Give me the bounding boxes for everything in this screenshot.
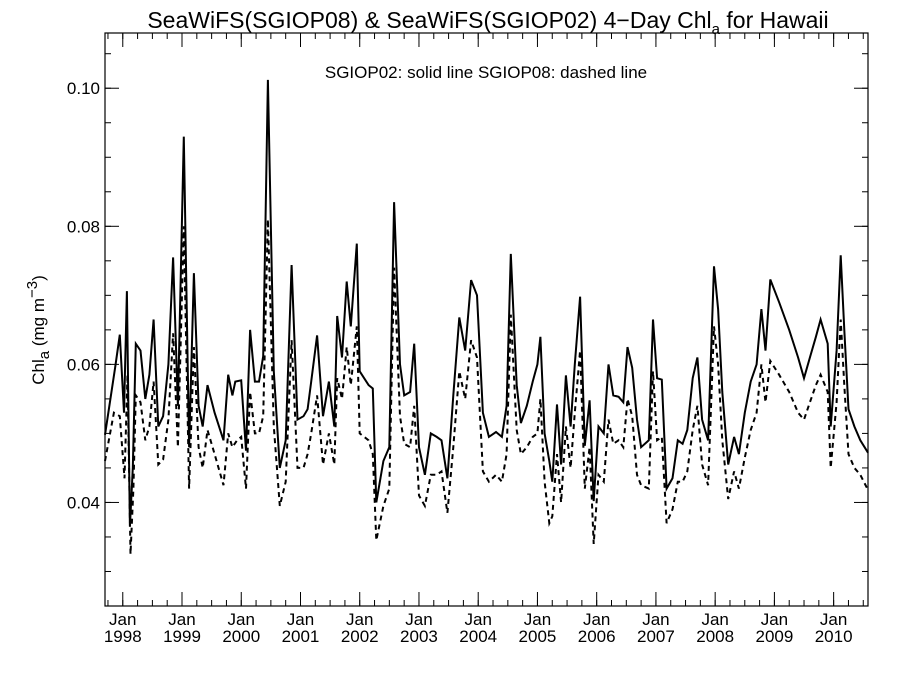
y-axis-label: Chla (mg m−3) xyxy=(24,275,53,385)
chart-title-subscript: a xyxy=(712,21,721,38)
y-axis-label-superscript: −3 xyxy=(24,281,41,298)
y-axis-label-units: (mg m xyxy=(29,298,48,351)
x-tick-label-month: Jan xyxy=(228,610,255,629)
y-tick-label: 0.08 xyxy=(67,217,100,236)
x-tick-label-year: 2002 xyxy=(341,627,379,646)
x-tick-label-month: Jan xyxy=(642,610,669,629)
y-axis-label-subscript: a xyxy=(36,350,53,359)
x-tick-label-year: 2010 xyxy=(815,627,853,646)
y-axis-label-close: ) xyxy=(29,275,48,281)
x-tick-label-month: Jan xyxy=(464,610,491,629)
chart-title-suffix: for Hawaii xyxy=(720,7,829,33)
x-tick-label-year: 2001 xyxy=(282,627,320,646)
x-tick-label-year: 1998 xyxy=(104,627,142,646)
chart-title: SeaWiFS(SGIOP08) & SeaWiFS(SGIOP02) 4−Da… xyxy=(147,7,828,38)
chart-title-main: SeaWiFS(SGIOP08) & SeaWiFS(SGIOP02) 4−Da… xyxy=(147,7,711,33)
x-tick-label-month: Jan xyxy=(109,610,136,629)
x-tick-label-month: Jan xyxy=(346,610,373,629)
x-tick-label-year: 2004 xyxy=(459,627,497,646)
series-line-sgiop08-dashed xyxy=(104,219,869,555)
x-tick-label-year: 2008 xyxy=(696,627,734,646)
x-tick-label-year: 2007 xyxy=(637,627,675,646)
x-tick-label-year: 2009 xyxy=(755,627,793,646)
x-tick-label-year: 1999 xyxy=(163,627,201,646)
line-style-annotation: SGIOP02: solid line SGIOP08: dashed line xyxy=(325,63,647,82)
x-tick-label-year: 2005 xyxy=(519,627,557,646)
y-tick-label: 0.06 xyxy=(67,355,100,374)
x-tick-label-year: 2006 xyxy=(578,627,616,646)
plot-frame xyxy=(104,32,869,607)
x-tick-label-month: Jan xyxy=(405,610,432,629)
tick-labels: 0.040.060.080.10Jan1998Jan1999Jan2000Jan… xyxy=(67,79,853,646)
y-tick-label: 0.04 xyxy=(67,493,100,512)
x-tick-label-year: 2000 xyxy=(222,627,260,646)
axis-ticks xyxy=(105,33,868,606)
y-tick-label: 0.10 xyxy=(67,79,100,98)
x-tick-label-month: Jan xyxy=(820,610,847,629)
x-tick-label-month: Jan xyxy=(583,610,610,629)
x-tick-label-month: Jan xyxy=(524,610,551,629)
x-tick-label-month: Jan xyxy=(761,610,788,629)
x-tick-label-month: Jan xyxy=(168,610,195,629)
x-tick-label-year: 2003 xyxy=(400,627,438,646)
x-tick-label-month: Jan xyxy=(701,610,728,629)
x-tick-label-month: Jan xyxy=(287,610,314,629)
y-axis-label-main: Chl xyxy=(29,359,48,385)
series-lines xyxy=(104,79,869,555)
series-line-sgiop02-solid xyxy=(104,79,869,527)
